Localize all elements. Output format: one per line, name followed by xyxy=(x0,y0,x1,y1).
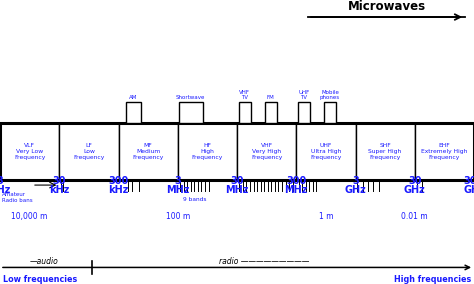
Text: UHF
Ultra High
Frequency: UHF Ultra High Frequency xyxy=(310,143,341,160)
Bar xyxy=(356,123,415,180)
Text: FM: FM xyxy=(267,95,274,100)
Text: Low frequencies
Long wavelengths: Low frequencies Long wavelengths xyxy=(3,275,85,284)
Bar xyxy=(239,102,251,123)
Text: 300: 300 xyxy=(464,176,474,185)
Text: HF
High
Frequency: HF High Frequency xyxy=(192,143,223,160)
Text: 300: 300 xyxy=(109,176,128,185)
Text: 3: 3 xyxy=(352,176,359,185)
Text: GHz: GHz xyxy=(463,185,474,195)
Text: kHz: kHz xyxy=(109,185,128,195)
Bar xyxy=(415,123,474,180)
Text: 10,000 m: 10,000 m xyxy=(11,212,48,221)
Text: GHz: GHz xyxy=(345,185,366,195)
Text: 0.01 m: 0.01 m xyxy=(401,212,428,221)
Text: MF
Medium
Frequency: MF Medium Frequency xyxy=(133,143,164,160)
Text: 9 bands: 9 bands xyxy=(182,197,206,202)
Bar xyxy=(59,123,118,180)
Text: 100 m: 100 m xyxy=(165,212,190,221)
Text: VHF
Very High
Frequency: VHF Very High Frequency xyxy=(251,143,282,160)
Text: High frequencies
Short wavelengths: High frequencies Short wavelengths xyxy=(386,275,471,284)
Bar xyxy=(179,102,202,123)
Text: Amateur
Radio bans: Amateur Radio bans xyxy=(2,192,32,203)
Text: MHz: MHz xyxy=(284,185,308,195)
Text: Shortwave: Shortwave xyxy=(176,95,205,100)
Text: EHF
Extremely High
Frequency: EHF Extremely High Frequency xyxy=(421,143,467,160)
Text: MHz: MHz xyxy=(225,185,249,195)
Text: SHF
Super High
Frequency: SHF Super High Frequency xyxy=(368,143,402,160)
Text: VHF
TV: VHF TV xyxy=(239,89,250,100)
Bar xyxy=(237,123,296,180)
Text: Microwaves: Microwaves xyxy=(347,0,426,13)
Text: 30: 30 xyxy=(230,176,244,185)
Text: —audio: —audio xyxy=(30,258,59,266)
Text: Mobile
phones: Mobile phones xyxy=(320,89,340,100)
Text: 3: 3 xyxy=(0,176,3,185)
Text: VLF
Very Low
Frequency: VLF Very Low Frequency xyxy=(14,143,45,160)
Text: 30: 30 xyxy=(53,176,66,185)
Text: GHz: GHz xyxy=(404,185,426,195)
Text: radio —————————: radio ————————— xyxy=(219,258,310,266)
Text: 30: 30 xyxy=(408,176,421,185)
Text: AM: AM xyxy=(129,95,137,100)
Bar xyxy=(118,123,178,180)
Bar xyxy=(324,102,336,123)
Bar xyxy=(298,102,310,123)
Bar xyxy=(265,102,277,123)
Bar xyxy=(178,123,237,180)
Text: 300: 300 xyxy=(286,176,306,185)
Bar xyxy=(126,102,141,123)
Bar xyxy=(0,123,59,180)
Text: MHz: MHz xyxy=(166,185,190,195)
Text: kHz: kHz xyxy=(0,185,10,195)
Bar xyxy=(296,123,356,180)
Text: LF
Low
Frequency: LF Low Frequency xyxy=(73,143,104,160)
Text: 1 m: 1 m xyxy=(319,212,333,221)
Text: 3: 3 xyxy=(174,176,181,185)
Text: kHz: kHz xyxy=(49,185,69,195)
Bar xyxy=(0,123,474,180)
Text: UHF
TV: UHF TV xyxy=(298,89,310,100)
